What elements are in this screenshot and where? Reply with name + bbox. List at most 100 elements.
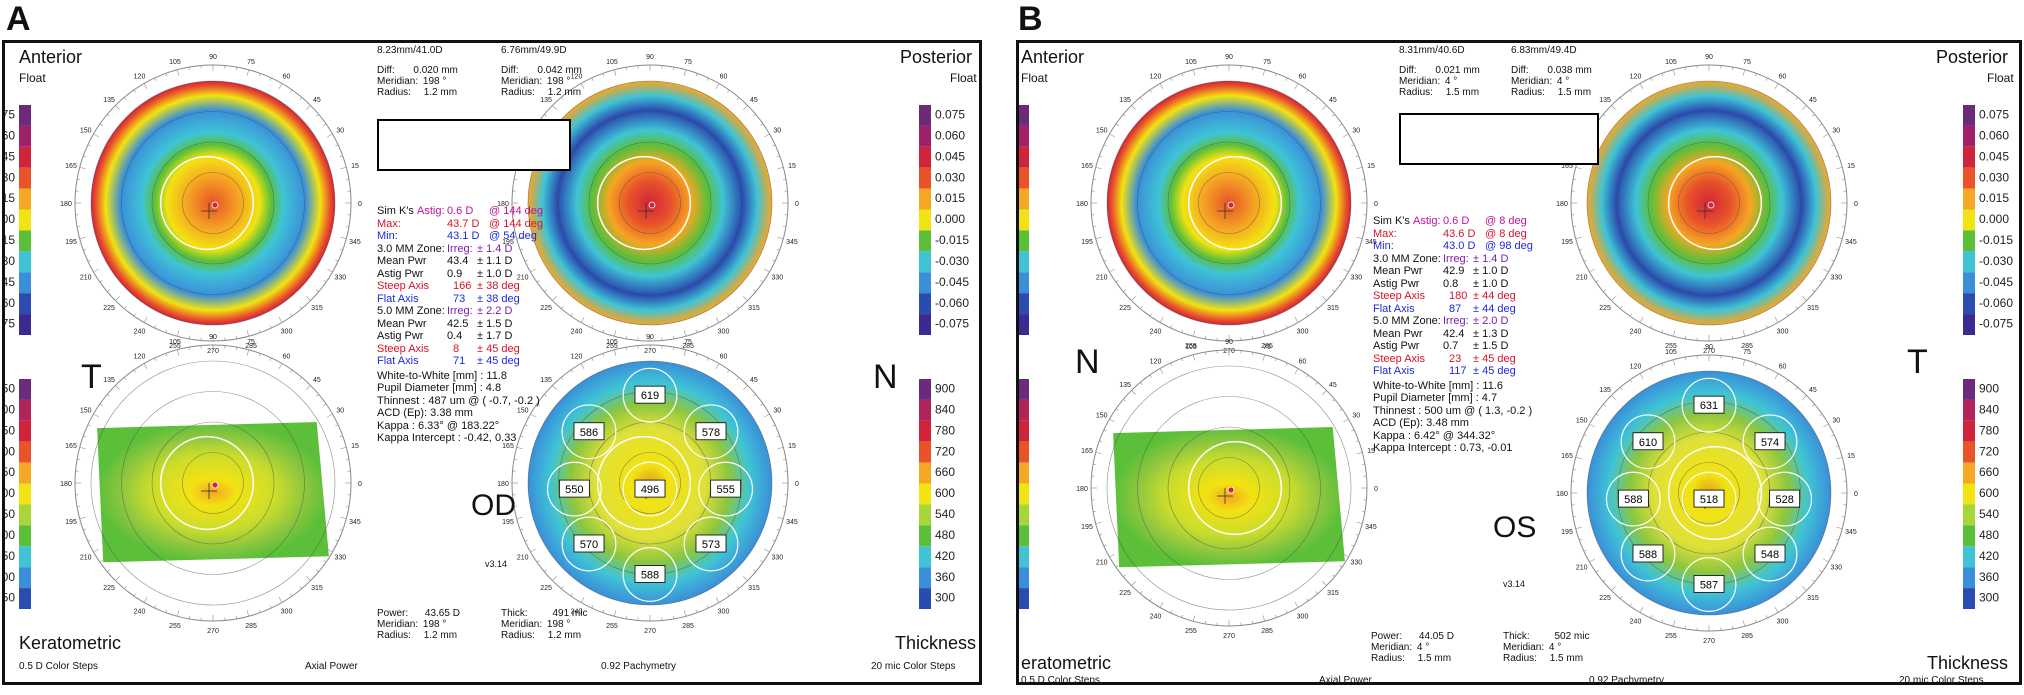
info-zone5-steep_label: Steep Axis xyxy=(1373,352,1425,365)
dial-tick xyxy=(1262,330,1266,337)
dial-tick xyxy=(107,394,110,397)
info-simk-label: Sim K's xyxy=(1373,215,1410,227)
dial-tick xyxy=(1315,382,1318,385)
dial-tick xyxy=(1579,445,1583,448)
dial-tick xyxy=(673,335,675,339)
dial-tick xyxy=(176,69,180,76)
apex-marker xyxy=(1227,201,1235,209)
dial-label: 240 xyxy=(1630,618,1642,625)
dial-tick xyxy=(79,516,86,520)
pachy-zone-circle xyxy=(622,367,678,423)
dial-label: 45 xyxy=(313,97,321,104)
pachy-value-box xyxy=(1617,489,1649,508)
dial-label: 105 xyxy=(606,339,618,346)
dial-tick xyxy=(246,69,250,76)
thick-scale-swatch xyxy=(1963,379,1975,400)
footer-axial: Axial Power xyxy=(305,661,358,672)
dial-tick xyxy=(258,73,261,77)
diff-right: Diff: 0.038 mm Meridian: 4 ° Radius: 1.5… xyxy=(1511,65,1592,98)
dial-tick xyxy=(124,306,127,309)
float-scale-right-swatch xyxy=(919,209,931,231)
dial-tick xyxy=(1742,359,1746,366)
dial-tick xyxy=(1684,357,1686,361)
dial-tick xyxy=(1786,89,1789,93)
info-simk-min_deg: @ 98 deg xyxy=(1485,240,1533,252)
dial-tick xyxy=(1339,565,1343,568)
zone-ring xyxy=(90,360,336,606)
dial-tick xyxy=(591,77,594,81)
dial-label: 90 xyxy=(209,54,217,61)
float-scale-left-value: -0.045 xyxy=(5,275,15,289)
info-zone3-irreg_label: Irreg: xyxy=(447,242,473,255)
dial-tick xyxy=(87,259,91,262)
dial-tick xyxy=(1204,352,1206,356)
dial-tick xyxy=(673,67,675,71)
float-scale-right-swatch xyxy=(1963,188,1975,210)
dial-label: 225 xyxy=(1599,305,1611,312)
dial-label: 225 xyxy=(540,305,552,312)
kerato-scale-swatch xyxy=(1019,420,1029,442)
dial-tick xyxy=(1620,306,1623,309)
dial-label: 315 xyxy=(1327,590,1339,597)
dial-label: 330 xyxy=(334,275,346,282)
kerato-scale-swatch xyxy=(1019,525,1029,547)
dial-label: 150 xyxy=(80,408,92,415)
float-scale-left-swatch xyxy=(1019,251,1029,273)
dial-tick xyxy=(1361,226,1365,228)
dial-tick xyxy=(107,114,110,117)
dial-tick xyxy=(258,353,261,357)
dial-tick xyxy=(1322,296,1327,301)
dial-tick xyxy=(1351,144,1355,147)
dial-tick xyxy=(1841,226,1845,228)
dial-tick xyxy=(715,597,720,603)
info-zone3-steep: 166 xyxy=(453,280,472,292)
dial-tick xyxy=(1812,114,1815,117)
dial-tick xyxy=(625,347,627,351)
thick-scale-value: 780 xyxy=(935,423,955,437)
dial-tick xyxy=(544,289,547,292)
annotation-box xyxy=(1399,113,1599,165)
zone-ring xyxy=(527,360,773,606)
info-zone5-flat: 117 xyxy=(1449,365,1467,377)
kerato-scale-swatch xyxy=(1019,504,1029,526)
dial-tick xyxy=(760,560,764,563)
dial-label: 105 xyxy=(1665,59,1677,66)
thick-scale-swatch xyxy=(919,420,931,442)
pachy-zone-circle xyxy=(1620,526,1676,582)
float-scale-right-value: 0.000 xyxy=(935,212,965,226)
dial-tick xyxy=(1274,358,1277,362)
dial-label: 120 xyxy=(1630,364,1642,371)
dial-tick xyxy=(536,560,540,563)
kerato-scale-swatch xyxy=(1019,379,1029,400)
zone-ring xyxy=(1198,457,1260,519)
dial-tick xyxy=(706,325,709,329)
dial-tick xyxy=(1620,97,1623,100)
dial-tick xyxy=(683,330,687,337)
diff-left: Diff: 0.020 mm Meridian: 198 ° Radius: 1… xyxy=(377,65,458,98)
thick-scale-swatch xyxy=(1963,504,1975,526)
dial-tick xyxy=(1835,445,1839,448)
float-scale-right-swatch xyxy=(1963,251,1975,273)
dial-tick xyxy=(154,77,157,81)
kerato-scale-swatch xyxy=(19,588,31,609)
dial-tick xyxy=(673,347,675,351)
thick-scale-swatch xyxy=(919,399,931,421)
dial-tick xyxy=(743,576,748,581)
dial-tick xyxy=(520,248,524,251)
float-scale-left-value: 0.045 xyxy=(5,149,15,163)
float-scale-left-swatch xyxy=(1019,230,1029,252)
dial-tick xyxy=(536,403,540,406)
dial-tick xyxy=(1204,67,1206,71)
thick-scale-swatch xyxy=(1963,483,1975,505)
dial-label: 240 xyxy=(1150,613,1162,620)
dial-tick xyxy=(764,413,770,418)
zone-ring xyxy=(90,80,336,326)
footer-axial: Axial Power xyxy=(1319,675,1372,685)
zone-ring xyxy=(1617,111,1801,295)
float-scale-right-value: -0.045 xyxy=(1979,275,2013,289)
dial-tick xyxy=(524,424,528,427)
dial-tick xyxy=(258,609,261,613)
float-scale-left-swatch xyxy=(19,125,31,147)
dial-label: 240 xyxy=(1630,328,1642,335)
dial-tick xyxy=(335,539,339,542)
